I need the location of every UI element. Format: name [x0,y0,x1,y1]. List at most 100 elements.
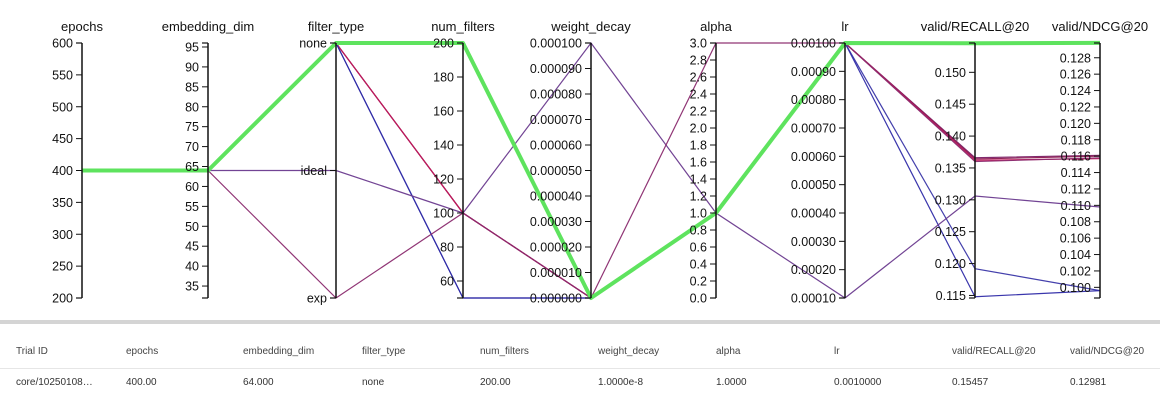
axis-num-filters[interactable]: num_filters 60 80 100 120 140 160 180 200 [431,19,495,299]
trial-table: Trial ID epochs embedding_dim filter_typ… [0,324,1160,408]
table-header-row: Trial ID epochs embedding_dim filter_typ… [0,338,1160,368]
tick-label-alpha: 2.8 [690,54,707,68]
tick-label-filter-type: none [299,37,327,51]
tick-label-epochs: 350 [52,196,73,210]
tick-label-alpha: 2.2 [690,105,707,119]
tick-label-ndcg: 0.126 [1060,68,1091,82]
tick-label-embedding-dim: 45 [185,240,199,254]
tick-label-weight-decay: 0.000060 [530,139,582,153]
header-weight-decay[interactable]: weight_decay [598,346,660,357]
tick-label-epochs: 450 [52,132,73,146]
cell-recall: 0.15457 [952,377,989,388]
tick-label-recall: 0.140 [935,130,966,144]
tick-label-weight-decay: 0.000000 [530,292,582,306]
tick-label-lr: 0.00080 [791,93,836,107]
tick-label-num-filters: 60 [440,275,454,289]
axis-title-epochs: epochs [61,19,103,34]
axis-weight-decay[interactable]: weight_decay 0.000000 0.000010 0.000020 0.00… [530,19,631,306]
header-recall[interactable]: valid/RECALL@20 [952,346,1036,357]
tick-label-ndcg: 0.122 [1060,100,1091,114]
tick-label-lr: 0.00070 [791,122,836,136]
axis-title-lr: lr [841,19,849,34]
tick-label-epochs: 500 [52,100,73,114]
tick-label-alpha: 0.4 [690,258,707,272]
tick-label-ndcg: 0.114 [1061,166,1091,180]
axis-title-ndcg: valid/NDCG@20 [1052,19,1148,34]
tick-label-lr: 0.00100 [791,37,836,51]
tick-label-epochs: 300 [52,228,73,242]
tick-label-lr: 0.00020 [791,263,836,277]
tick-label-num-filters: 200 [433,37,454,51]
axis-ndcg[interactable]: valid/NDCG@20 0.100 0.102 0.104 0.106 0.108 0.… [1052,19,1148,299]
tick-label-lr: 0.00090 [791,65,836,79]
tick-label-embedding-dim: 40 [185,260,199,274]
tick-label-weight-decay: 0.000080 [530,88,582,102]
axis-title-alpha: alpha [700,19,733,34]
tick-label-embedding-dim: 55 [185,200,199,214]
tick-label-alpha: 2.4 [690,88,707,102]
header-alpha[interactable]: alpha [716,346,741,357]
header-trial-id[interactable]: Trial ID [16,346,48,357]
tick-label-ndcg: 0.116 [1061,150,1091,164]
tick-label-num-filters: 120 [433,173,454,187]
tick-label-alpha: 0.6 [690,241,707,255]
tick-label-embedding-dim: 70 [185,140,199,154]
tick-label-weight-decay: 0.000100 [530,37,582,51]
header-embedding-dim[interactable]: embedding_dim [243,346,315,357]
tick-label-embedding-dim: 60 [185,180,199,194]
axis-recall[interactable]: valid/RECALL@20 0.115 0.120 0.125 0.130 0.135… [921,19,1030,303]
axis-lr[interactable]: lr 0.00010 0.00020 0.00030 0.00040 0.00050 0.0… [791,19,849,306]
header-filter-type[interactable]: filter_type [362,346,406,357]
panel-divider [0,320,1160,324]
tick-label-ndcg: 0.108 [1060,215,1091,229]
axis-epochs[interactable]: epochs 200 250 300 350 400 450 500 550 600 [52,19,103,306]
cell-lr: 0.0010000 [834,377,882,388]
tick-label-num-filters: 140 [433,139,454,153]
axis-title-recall: valid/RECALL@20 [921,19,1030,34]
tick-label-ndcg: 0.112 [1061,182,1091,196]
tick-label-lr: 0.00060 [791,150,836,164]
tick-label-weight-decay: 0.000090 [530,62,582,76]
cell-weight-decay: 1.0000e-8 [598,377,644,388]
cell-alpha: 1.0000 [716,377,747,388]
axis-alpha[interactable]: alpha 0.0 0.2 0.4 0.6 0.8 1.0 1.2 1.4 1.6 1.8 2.0 2.… [690,19,733,306]
tick-label-recall: 0.120 [935,257,966,271]
tick-label-epochs: 250 [52,260,73,274]
tick-label-lr: 0.00050 [791,178,836,192]
tick-label-num-filters: 100 [433,207,454,221]
axis-title-weight-decay: weight_decay [550,19,631,34]
tick-label-num-filters: 180 [433,71,454,85]
header-epochs[interactable]: epochs [126,346,159,357]
cell-num-filters: 200.00 [480,377,511,388]
cell-filter-type: none [362,377,385,388]
tick-label-filter-type: ideal [301,164,327,178]
tick-label-ndcg: 0.118 [1061,133,1091,147]
tick-label-alpha: 1.6 [690,156,707,170]
cell-embedding-dim: 64.000 [243,377,274,388]
header-ndcg[interactable]: valid/NDCG@20 [1070,346,1145,357]
tick-label-alpha: 1.0 [690,207,707,221]
tick-label-epochs: 550 [52,68,73,82]
tick-label-weight-decay: 0.000010 [530,266,582,280]
header-num-filters[interactable]: num_filters [480,346,529,357]
tick-label-weight-decay: 0.000040 [530,190,582,204]
tick-label-alpha: 3.0 [690,37,707,51]
tick-label-weight-decay: 0.000070 [530,113,582,127]
tick-label-ndcg: 0.124 [1060,84,1091,98]
tick-label-lr: 0.00030 [791,235,836,249]
parallel-coordinates-plot: epochs 200 250 300 350 400 450 500 550 600 embeddi… [52,19,1148,306]
tick-label-recall: 0.145 [935,98,966,112]
tick-label-embedding-dim: 85 [185,80,199,94]
tick-label-ndcg: 0.104 [1060,248,1091,262]
tick-label-embedding-dim: 75 [185,120,199,134]
tick-label-ndcg: 0.110 [1061,199,1091,213]
header-lr[interactable]: lr [834,346,840,357]
cell-epochs: 400.00 [126,377,157,388]
axis-embedding-dim[interactable]: embedding_dim 35 40 45 50 55 60 65 70 75 80 85 90 95 [162,19,255,299]
tick-label-alpha: 2.6 [690,71,707,85]
tick-label-embedding-dim: 50 [185,220,199,234]
tick-label-recall: 0.130 [935,193,966,207]
table-row[interactable]: core/10250108… 400.00 64.000 none 200.00… [0,368,1160,399]
cell-trial-id: core/10250108… [16,377,93,388]
